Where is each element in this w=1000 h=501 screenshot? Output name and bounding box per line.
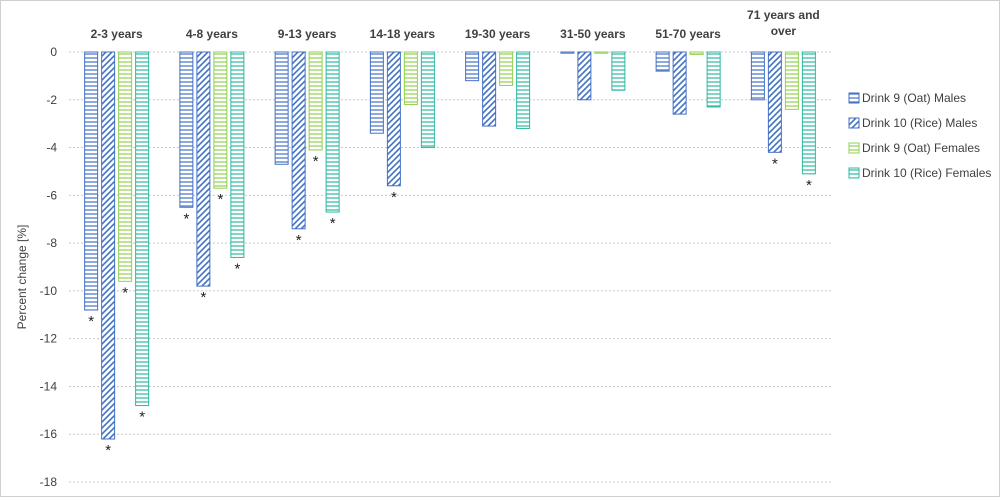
bar — [499, 51, 514, 86]
bar — [325, 51, 340, 213]
significance-marker: * — [806, 177, 812, 194]
category-label: 4-8 years — [186, 27, 238, 41]
category-label: 9-13 years — [278, 27, 337, 41]
gridlines — [69, 51, 831, 483]
legend: Drink 9 (Oat) Males Drink 10 (Rice) Males… — [848, 91, 991, 180]
bar — [655, 51, 670, 72]
significance-marker: * — [234, 260, 240, 277]
bar — [274, 51, 289, 165]
bar — [465, 51, 480, 82]
legend-label: Drink 9 (Oat) Males — [862, 91, 966, 105]
legend-label: Drink 10 (Rice) Females — [862, 166, 991, 180]
y-tick-label: -6 — [46, 188, 57, 202]
bar — [516, 51, 531, 129]
significance-marker: * — [183, 210, 189, 227]
y-tick-label: -2 — [46, 93, 57, 107]
bar — [689, 51, 704, 55]
bar — [560, 51, 575, 54]
y-axis-label: Percent change [%] — [15, 225, 29, 330]
category-label: 2-3 years — [91, 27, 143, 41]
bar — [179, 51, 194, 208]
significance-markers: * * * * * * * * * * * * * * — [88, 153, 812, 459]
bar — [135, 51, 150, 407]
bar — [706, 51, 721, 108]
bar — [750, 51, 765, 101]
category-label: 71 years and — [747, 8, 820, 22]
y-tick-label: -14 — [40, 379, 58, 393]
bar — [84, 51, 99, 311]
bar — [308, 51, 323, 151]
bar — [118, 51, 133, 282]
bar — [482, 51, 497, 127]
bar — [101, 51, 116, 440]
y-tick-label: -16 — [40, 427, 58, 441]
significance-marker: * — [139, 409, 145, 426]
y-tick-label: -4 — [46, 141, 57, 155]
significance-marker: * — [122, 284, 128, 301]
significance-marker: * — [391, 189, 397, 206]
bar — [403, 51, 418, 106]
legend-swatch — [848, 167, 860, 179]
category-label: 14-18 years — [370, 27, 436, 41]
bar — [291, 51, 306, 230]
legend-label: Drink 9 (Oat) Females — [862, 141, 980, 155]
significance-marker: * — [105, 442, 111, 459]
y-tick-label: -10 — [40, 284, 58, 298]
category-labels: 2-3 years 4-8 years 9-13 years 14-18 years 1… — [91, 8, 820, 41]
bar — [386, 51, 401, 187]
bar — [577, 51, 592, 101]
y-tick-label: -12 — [40, 332, 58, 346]
bar — [672, 51, 687, 115]
legend-swatch — [848, 142, 860, 154]
legend-label: Drink 10 (Rice) Males — [862, 116, 977, 130]
bar — [594, 51, 609, 54]
significance-marker: * — [217, 191, 223, 208]
bar — [213, 51, 228, 189]
significance-marker: * — [772, 155, 778, 172]
bar — [369, 51, 384, 134]
bar — [230, 51, 245, 258]
legend-swatch — [848, 117, 860, 129]
category-label: 19-30 years — [465, 27, 531, 41]
y-tick-label: -18 — [40, 475, 58, 489]
y-tick-label: -8 — [46, 236, 57, 250]
significance-marker: * — [330, 215, 336, 232]
bars — [84, 51, 816, 440]
bar — [801, 51, 816, 175]
bar — [611, 51, 626, 91]
bar — [767, 51, 782, 153]
significance-marker: * — [200, 289, 206, 306]
significance-marker: * — [313, 153, 319, 170]
significance-marker: * — [296, 232, 302, 249]
y-tick-label: 0 — [50, 45, 57, 59]
y-axis: 0 -2 -4 -6 -8 -10 -12 -14 -16 -18 — [40, 45, 58, 489]
bar — [196, 51, 211, 287]
bar — [420, 51, 435, 149]
category-label: over — [771, 24, 797, 38]
significance-marker: * — [88, 313, 94, 330]
legend-swatch — [848, 92, 860, 104]
category-label: 31-50 years — [560, 27, 626, 41]
category-label: 51-70 years — [655, 27, 721, 41]
bar — [784, 51, 799, 110]
